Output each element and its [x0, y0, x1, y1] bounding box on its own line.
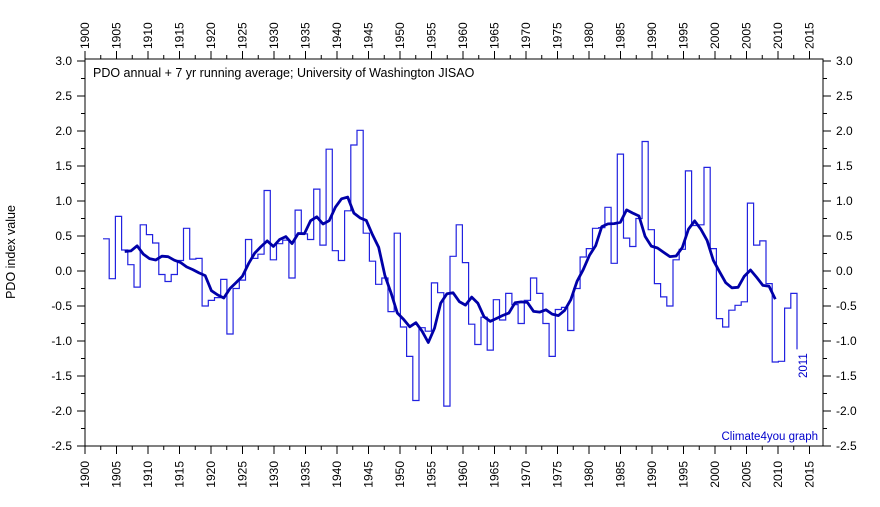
y-axis-tick-label-left: 1.5	[55, 159, 72, 173]
x-axis-tick-label-top: 1900	[78, 22, 92, 49]
x-axis-tick-label-bottom: 1910	[141, 461, 155, 488]
x-axis-tick-label-bottom: 1935	[299, 461, 313, 488]
y-axis-tick-label-left: 3.0	[55, 54, 72, 68]
y-axis-tick-label-right: 1.0	[836, 194, 853, 208]
chart-title: PDO annual + 7 yr running average; Unive…	[93, 66, 475, 80]
annual-step-line	[103, 129, 798, 407]
y-axis-title: PDO index value	[4, 205, 18, 299]
x-axis-tick-label-top: 1975	[551, 22, 565, 49]
x-axis-tick-label-top: 1945	[362, 22, 376, 49]
y-axis-tick-label-left: 2.0	[55, 124, 72, 138]
y-axis-tick-label-right: 2.5	[836, 89, 853, 103]
last-year-label: 2011	[798, 353, 810, 378]
x-axis-tick-label-bottom: 1995	[677, 461, 691, 488]
x-axis-tick-label-top: 1915	[173, 22, 187, 49]
x-axis-tick-label-top: 2005	[740, 22, 754, 49]
x-axis-tick-label-bottom: 1945	[362, 461, 376, 488]
y-axis-tick-label-right: -2.5	[836, 439, 857, 453]
x-axis-tick-label-top: 1905	[110, 22, 124, 49]
plot-border	[84, 58, 824, 447]
y-axis-tick-label-right: 0.0	[836, 264, 853, 278]
y-axis-tick-label-right: 2.0	[836, 124, 853, 138]
x-axis-tick-label-top: 1955	[425, 22, 439, 49]
x-axis-tick-label-bottom: 2000	[708, 461, 722, 488]
x-axis-tick-label-bottom: 2005	[740, 461, 754, 488]
y-axis-tick-label-right: -1.0	[836, 334, 857, 348]
y-axis-tick-label-left: -2.0	[51, 404, 72, 418]
x-axis-tick-label-top: 1940	[330, 22, 344, 49]
x-axis-tick-label-bottom: 1975	[551, 461, 565, 488]
x-axis-tick-label-top: 2015	[803, 22, 817, 49]
y-axis-tick-label-right: -0.5	[836, 299, 857, 313]
y-axis-tick-label-left: -1.5	[51, 369, 72, 383]
y-axis-tick-label-right: 3.0	[836, 54, 853, 68]
y-axis-tick-label-left: 1.0	[55, 194, 72, 208]
y-axis-tick-label-left: -0.5	[51, 299, 72, 313]
y-axis-tick-label-left: 0.0	[55, 264, 72, 278]
y-axis-tick-label-right: -2.0	[836, 404, 857, 418]
y-axis-tick-label-left: 2.5	[55, 89, 72, 103]
x-axis-tick-label-bottom: 1930	[267, 461, 281, 488]
x-axis-tick-label-bottom: 1970	[519, 461, 533, 488]
x-axis-tick-label-bottom: 1990	[645, 461, 659, 488]
y-axis-tick-label-right: -1.5	[836, 369, 857, 383]
x-axis-tick-label-bottom: 2010	[771, 461, 785, 488]
x-axis-tick-label-top: 1925	[236, 22, 250, 49]
x-axis-tick-label-top: 2000	[708, 22, 722, 49]
x-axis-tick-label-bottom: 1905	[110, 461, 124, 488]
x-axis-tick-label-top: 1990	[645, 22, 659, 49]
x-axis-tick-label-bottom: 1950	[393, 461, 407, 488]
x-axis-tick-label-bottom: 2015	[803, 461, 817, 488]
x-axis-tick-label-bottom: 1955	[425, 461, 439, 488]
x-axis-tick-label-bottom: 1940	[330, 461, 344, 488]
y-axis-tick-label-left: -1.0	[51, 334, 72, 348]
y-axis-tick-label-left: -2.5	[51, 439, 72, 453]
x-axis-tick-label-top: 1910	[141, 22, 155, 49]
x-axis-tick-label-top: 1970	[519, 22, 533, 49]
x-axis-tick-label-bottom: 1980	[582, 461, 596, 488]
y-axis-tick-label-right: 0.5	[836, 229, 853, 243]
x-axis-tick-label-top: 1995	[677, 22, 691, 49]
x-axis-tick-label-top: 1985	[614, 22, 628, 49]
y-axis-tick-label-right: 1.5	[836, 159, 853, 173]
x-axis-tick-label-top: 1950	[393, 22, 407, 49]
x-axis-tick-label-top: 1920	[204, 22, 218, 49]
x-axis-tick-label-top: 1960	[456, 22, 470, 49]
x-axis-tick-label-bottom: 1965	[488, 461, 502, 488]
x-axis-tick-label-top: 1965	[488, 22, 502, 49]
x-axis-tick-label-top: 1930	[267, 22, 281, 49]
y-axis-tick-label-left: 0.5	[55, 229, 72, 243]
x-axis-tick-label-bottom: 1985	[614, 461, 628, 488]
x-axis-tick-label-top: 2010	[771, 22, 785, 49]
running-average-line	[124, 195, 777, 344]
watermark-label: Climate4you graph	[721, 431, 818, 443]
x-axis-tick-label-bottom: 1920	[204, 461, 218, 488]
x-axis-tick-label-bottom: 1900	[78, 461, 92, 488]
x-axis-tick-label-bottom: 1960	[456, 461, 470, 488]
x-axis-tick-label-bottom: 1915	[173, 461, 187, 488]
x-axis-tick-label-top: 1935	[299, 22, 313, 49]
x-axis-tick-label-top: 1980	[582, 22, 596, 49]
x-axis-tick-label-bottom: 1925	[236, 461, 250, 488]
